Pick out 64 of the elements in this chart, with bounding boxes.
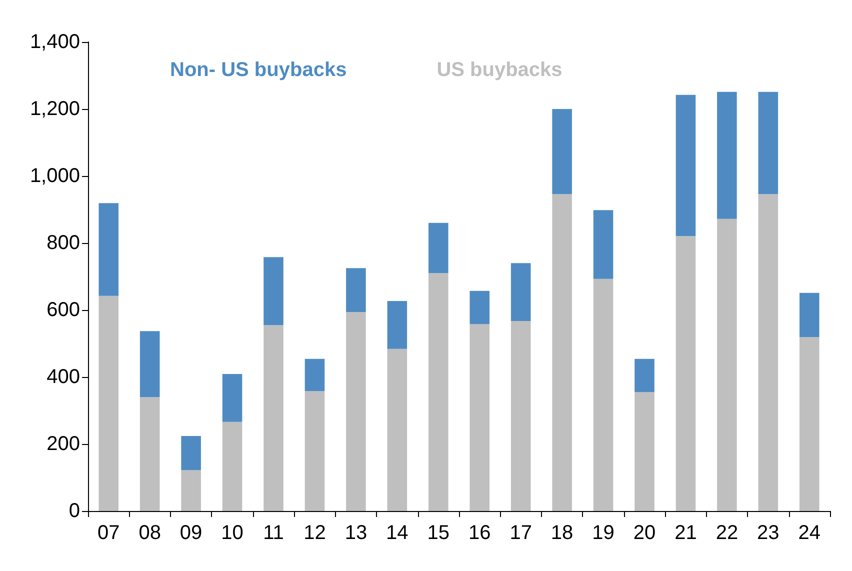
bar bbox=[552, 109, 572, 194]
y-tick-label: 1,400 bbox=[30, 31, 80, 53]
bar bbox=[470, 324, 490, 511]
x-tick-label: 21 bbox=[674, 522, 697, 544]
bar bbox=[758, 92, 778, 194]
y-tick-label: 1,000 bbox=[30, 165, 80, 187]
x-tick-label: 15 bbox=[427, 522, 450, 544]
bar bbox=[264, 325, 284, 511]
bar bbox=[634, 358, 654, 392]
bar bbox=[799, 337, 820, 511]
x-tick-label: 19 bbox=[592, 522, 614, 544]
y-tick-label: 0 bbox=[68, 500, 80, 522]
bar bbox=[222, 374, 242, 422]
bar bbox=[510, 321, 531, 511]
bar bbox=[181, 470, 201, 511]
y-tick-label: 600 bbox=[46, 299, 80, 321]
y-tick-label: 200 bbox=[46, 433, 80, 455]
bar bbox=[593, 210, 614, 279]
bar bbox=[346, 312, 366, 511]
bar bbox=[222, 422, 242, 511]
x-tick-label: 22 bbox=[716, 522, 738, 544]
bar bbox=[98, 296, 119, 511]
bar bbox=[428, 222, 448, 274]
bar bbox=[470, 290, 490, 324]
bar bbox=[552, 194, 572, 511]
bar bbox=[264, 257, 284, 326]
bar bbox=[758, 194, 778, 511]
bar bbox=[304, 358, 325, 392]
bar bbox=[181, 436, 201, 470]
bar bbox=[634, 392, 654, 511]
bar bbox=[676, 236, 696, 511]
text: Non- US buybacks bbox=[170, 59, 347, 81]
x-tick-label: 10 bbox=[221, 522, 244, 544]
y-tick-label: 800 bbox=[46, 232, 80, 254]
x-tick-label: 09 bbox=[180, 522, 202, 544]
bar bbox=[140, 397, 160, 511]
bar bbox=[593, 278, 614, 511]
x-tick-label: 20 bbox=[633, 522, 656, 544]
bar bbox=[717, 218, 737, 511]
text: US buybacks bbox=[436, 59, 562, 81]
bar bbox=[98, 203, 119, 296]
bar bbox=[799, 292, 820, 338]
bar bbox=[304, 391, 325, 511]
bar bbox=[510, 263, 531, 322]
x-tick-label: 17 bbox=[510, 522, 532, 544]
x-tick-label: 24 bbox=[798, 522, 821, 544]
x-tick-label: 23 bbox=[757, 522, 780, 544]
bar bbox=[346, 268, 366, 312]
x-tick-label: 11 bbox=[263, 522, 284, 544]
x-tick-label: 08 bbox=[138, 522, 161, 544]
x-tick-label: 13 bbox=[344, 522, 368, 544]
x-tick-label: 14 bbox=[386, 522, 408, 544]
bar bbox=[717, 92, 737, 219]
bar bbox=[387, 348, 408, 511]
x-tick-label: 16 bbox=[468, 522, 491, 544]
bar bbox=[140, 331, 160, 398]
y-tick-label: 1,200 bbox=[30, 98, 80, 120]
x-tick-label: 12 bbox=[304, 522, 326, 544]
bar bbox=[676, 94, 696, 236]
y-tick-label: 400 bbox=[46, 366, 80, 388]
bar bbox=[387, 300, 408, 349]
x-tick-label: 18 bbox=[550, 522, 574, 544]
bar bbox=[428, 273, 448, 511]
x-tick-label: 07 bbox=[97, 522, 120, 544]
